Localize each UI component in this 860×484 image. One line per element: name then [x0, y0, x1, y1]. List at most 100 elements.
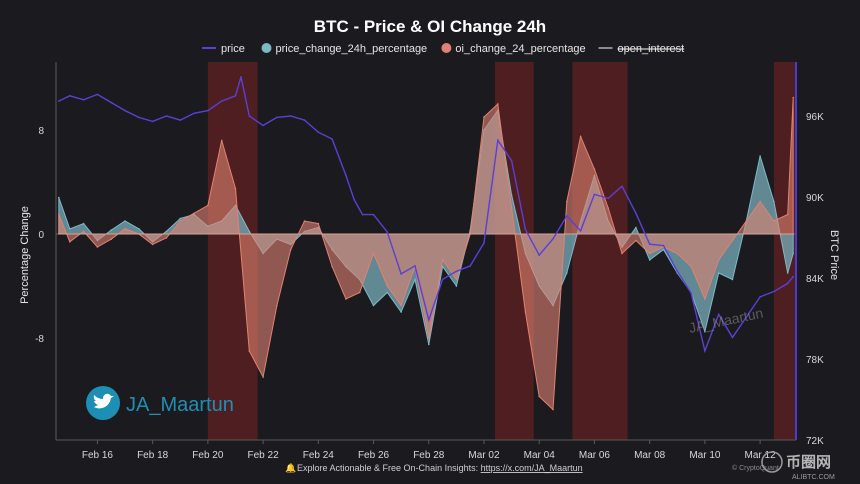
- point-price-29: [428, 319, 430, 321]
- point-price-15: [248, 115, 251, 117]
- point-oi-change-24-percentage-25: [400, 304, 402, 307]
- series-oi-change-24-percentage-area: [58, 97, 794, 411]
- point-price-51: [731, 336, 734, 339]
- point-price-19: [303, 119, 306, 121]
- point-oi-change-24-percentage-28: [441, 259, 444, 261]
- point-price-34: [497, 139, 499, 142]
- point-price-change-24h-percentage-14: [248, 230, 251, 233]
- legend-item-oi-change-24-percentage[interactable]: oi_change_24_percentage: [441, 43, 586, 55]
- point-oi-change-24-percentage-38: [579, 135, 582, 138]
- point-price-33: [483, 242, 485, 244]
- point-price-8: [165, 115, 168, 117]
- x-tick-label: Mar 10: [689, 450, 721, 461]
- point-price-change-24h-percentage-42: [635, 226, 637, 229]
- point-oi-change-24-percentage-4: [110, 238, 112, 240]
- point-oi-change-24-percentage-3: [96, 246, 99, 248]
- legend-swatch-dot: [441, 43, 452, 53]
- point-price-change-24h-percentage-2: [82, 222, 85, 225]
- point-oi-change-24-percentage-37: [566, 200, 568, 203]
- legend-item-price-change-24h-percentage[interactable]: price_change_24h_percentage: [261, 43, 428, 55]
- point-price-change-24h-percentage-33: [510, 194, 513, 196]
- line-series: [58, 76, 794, 354]
- footer-link[interactable]: https://x.com/JA_Maartun: [481, 463, 583, 473]
- point-oi-change-24-percentage-23: [372, 252, 375, 255]
- point-price-6: [138, 116, 140, 119]
- point-price-change-24h-percentage-44: [662, 248, 665, 251]
- credit-text: © CryptoQuant: [732, 464, 779, 472]
- point-price-change-24h-percentage-43: [648, 259, 651, 261]
- point-oi-change-24-percentage-19: [317, 222, 320, 225]
- legend-item-open-interest[interactable]: open_interest: [598, 43, 685, 55]
- point-price-38: [552, 238, 554, 240]
- point-price-39: [566, 215, 568, 217]
- point-price-16: [262, 124, 264, 127]
- point-oi-change-24-percentage-32: [497, 103, 499, 105]
- footer: 🔔 Explore Actionable & Free On-Chain Ins…: [285, 463, 583, 473]
- point-oi-change-24-percentage-24: [386, 285, 389, 287]
- point-price-26: [386, 231, 389, 233]
- point-price-0: [58, 100, 60, 102]
- point-price-28: [414, 265, 416, 267]
- legend-item-price[interactable]: price: [202, 43, 245, 55]
- bell-icon: 🔔: [285, 463, 296, 473]
- y2-tick-label: 72K: [806, 436, 824, 447]
- point-price-49: [704, 350, 706, 352]
- point-oi-change-24-percentage-17: [289, 248, 292, 251]
- point-price-36: [524, 228, 527, 231]
- point-price-52: [745, 316, 748, 318]
- point-price-change-24h-percentage-28: [441, 265, 444, 268]
- point-price-17: [276, 116, 278, 119]
- logo-circle-icon: [761, 451, 783, 473]
- point-price-change-24h-percentage-8: [165, 230, 168, 233]
- point-oi-change-24-percentage-35: [538, 395, 540, 398]
- point-price-27: [400, 273, 402, 275]
- point-price-44: [635, 212, 637, 214]
- point-price-32: [469, 265, 472, 267]
- point-price-change-24h-percentage-26: [414, 278, 416, 281]
- point-price-change-24h-percentage-52: [773, 200, 775, 203]
- point-oi-change-24-percentage-33: [510, 207, 513, 209]
- watermark-handle: JA_Maartun: [126, 394, 234, 416]
- point-price-change-24h-percentage-24: [386, 291, 389, 294]
- legend[interactable]: price price_change_24h_percentage oi_chang…: [202, 43, 684, 55]
- point-price-20: [317, 131, 320, 133]
- point-oi-change-24-percentage-15: [262, 376, 264, 378]
- point-price-change-24h-percentage-9: [179, 217, 182, 220]
- y-tick-label: 0: [38, 230, 44, 241]
- point-price-change-24h-percentage-29: [455, 285, 458, 287]
- point-price-change-24h-percentage-1: [69, 228, 71, 230]
- point-price-4: [110, 101, 112, 104]
- point-price-change-24h-percentage-53: [786, 272, 789, 274]
- point-price-7: [151, 120, 154, 123]
- point-price-50: [717, 313, 720, 316]
- point-price-change-24h-percentage-5: [124, 220, 126, 222]
- x-tick-label: Mar 02: [468, 450, 500, 461]
- point-price-11: [207, 109, 209, 112]
- point-oi-change-24-percentage-48: [717, 259, 720, 261]
- legend-label: open_interest: [618, 43, 685, 55]
- point-oi-change-24-percentage-31: [483, 116, 485, 118]
- point-price-35: [510, 159, 513, 162]
- point-price-2: [82, 99, 85, 101]
- brand-logo-text: 币圈网: [786, 454, 831, 471]
- point-oi-change-24-percentage-52: [773, 220, 775, 222]
- brand-site-text: ALIBTC.COM: [792, 474, 835, 481]
- y2-tick-label: 78K: [806, 355, 824, 366]
- x-tick-label: Feb 18: [137, 450, 169, 461]
- point-oi-change-24-percentage-16: [276, 304, 278, 307]
- point-price-change-24h-percentage-48: [717, 272, 720, 274]
- point-price-change-24h-percentage-37: [566, 272, 568, 274]
- point-price-43: [621, 185, 623, 187]
- point-price-48: [690, 292, 692, 294]
- footer-text: Explore Actionable & Free On-Chain Insig…: [297, 463, 481, 473]
- point-price-42: [607, 197, 609, 200]
- point-price-3: [96, 93, 99, 96]
- point-oi-change-24-percentage-46: [690, 265, 692, 268]
- axes: 8 0 -8 96K 90K 84K 78K 72K Feb 16 Feb 18 Feb 20 Feb…: [35, 62, 824, 461]
- point-oi-change-24-percentage-18: [303, 220, 306, 222]
- y2-tick-label: 84K: [806, 274, 824, 285]
- point-oi-change-24-percentage-50: [745, 220, 748, 222]
- y2-tick-label: 90K: [806, 193, 824, 204]
- legend-label: price_change_24h_percentage: [276, 43, 428, 55]
